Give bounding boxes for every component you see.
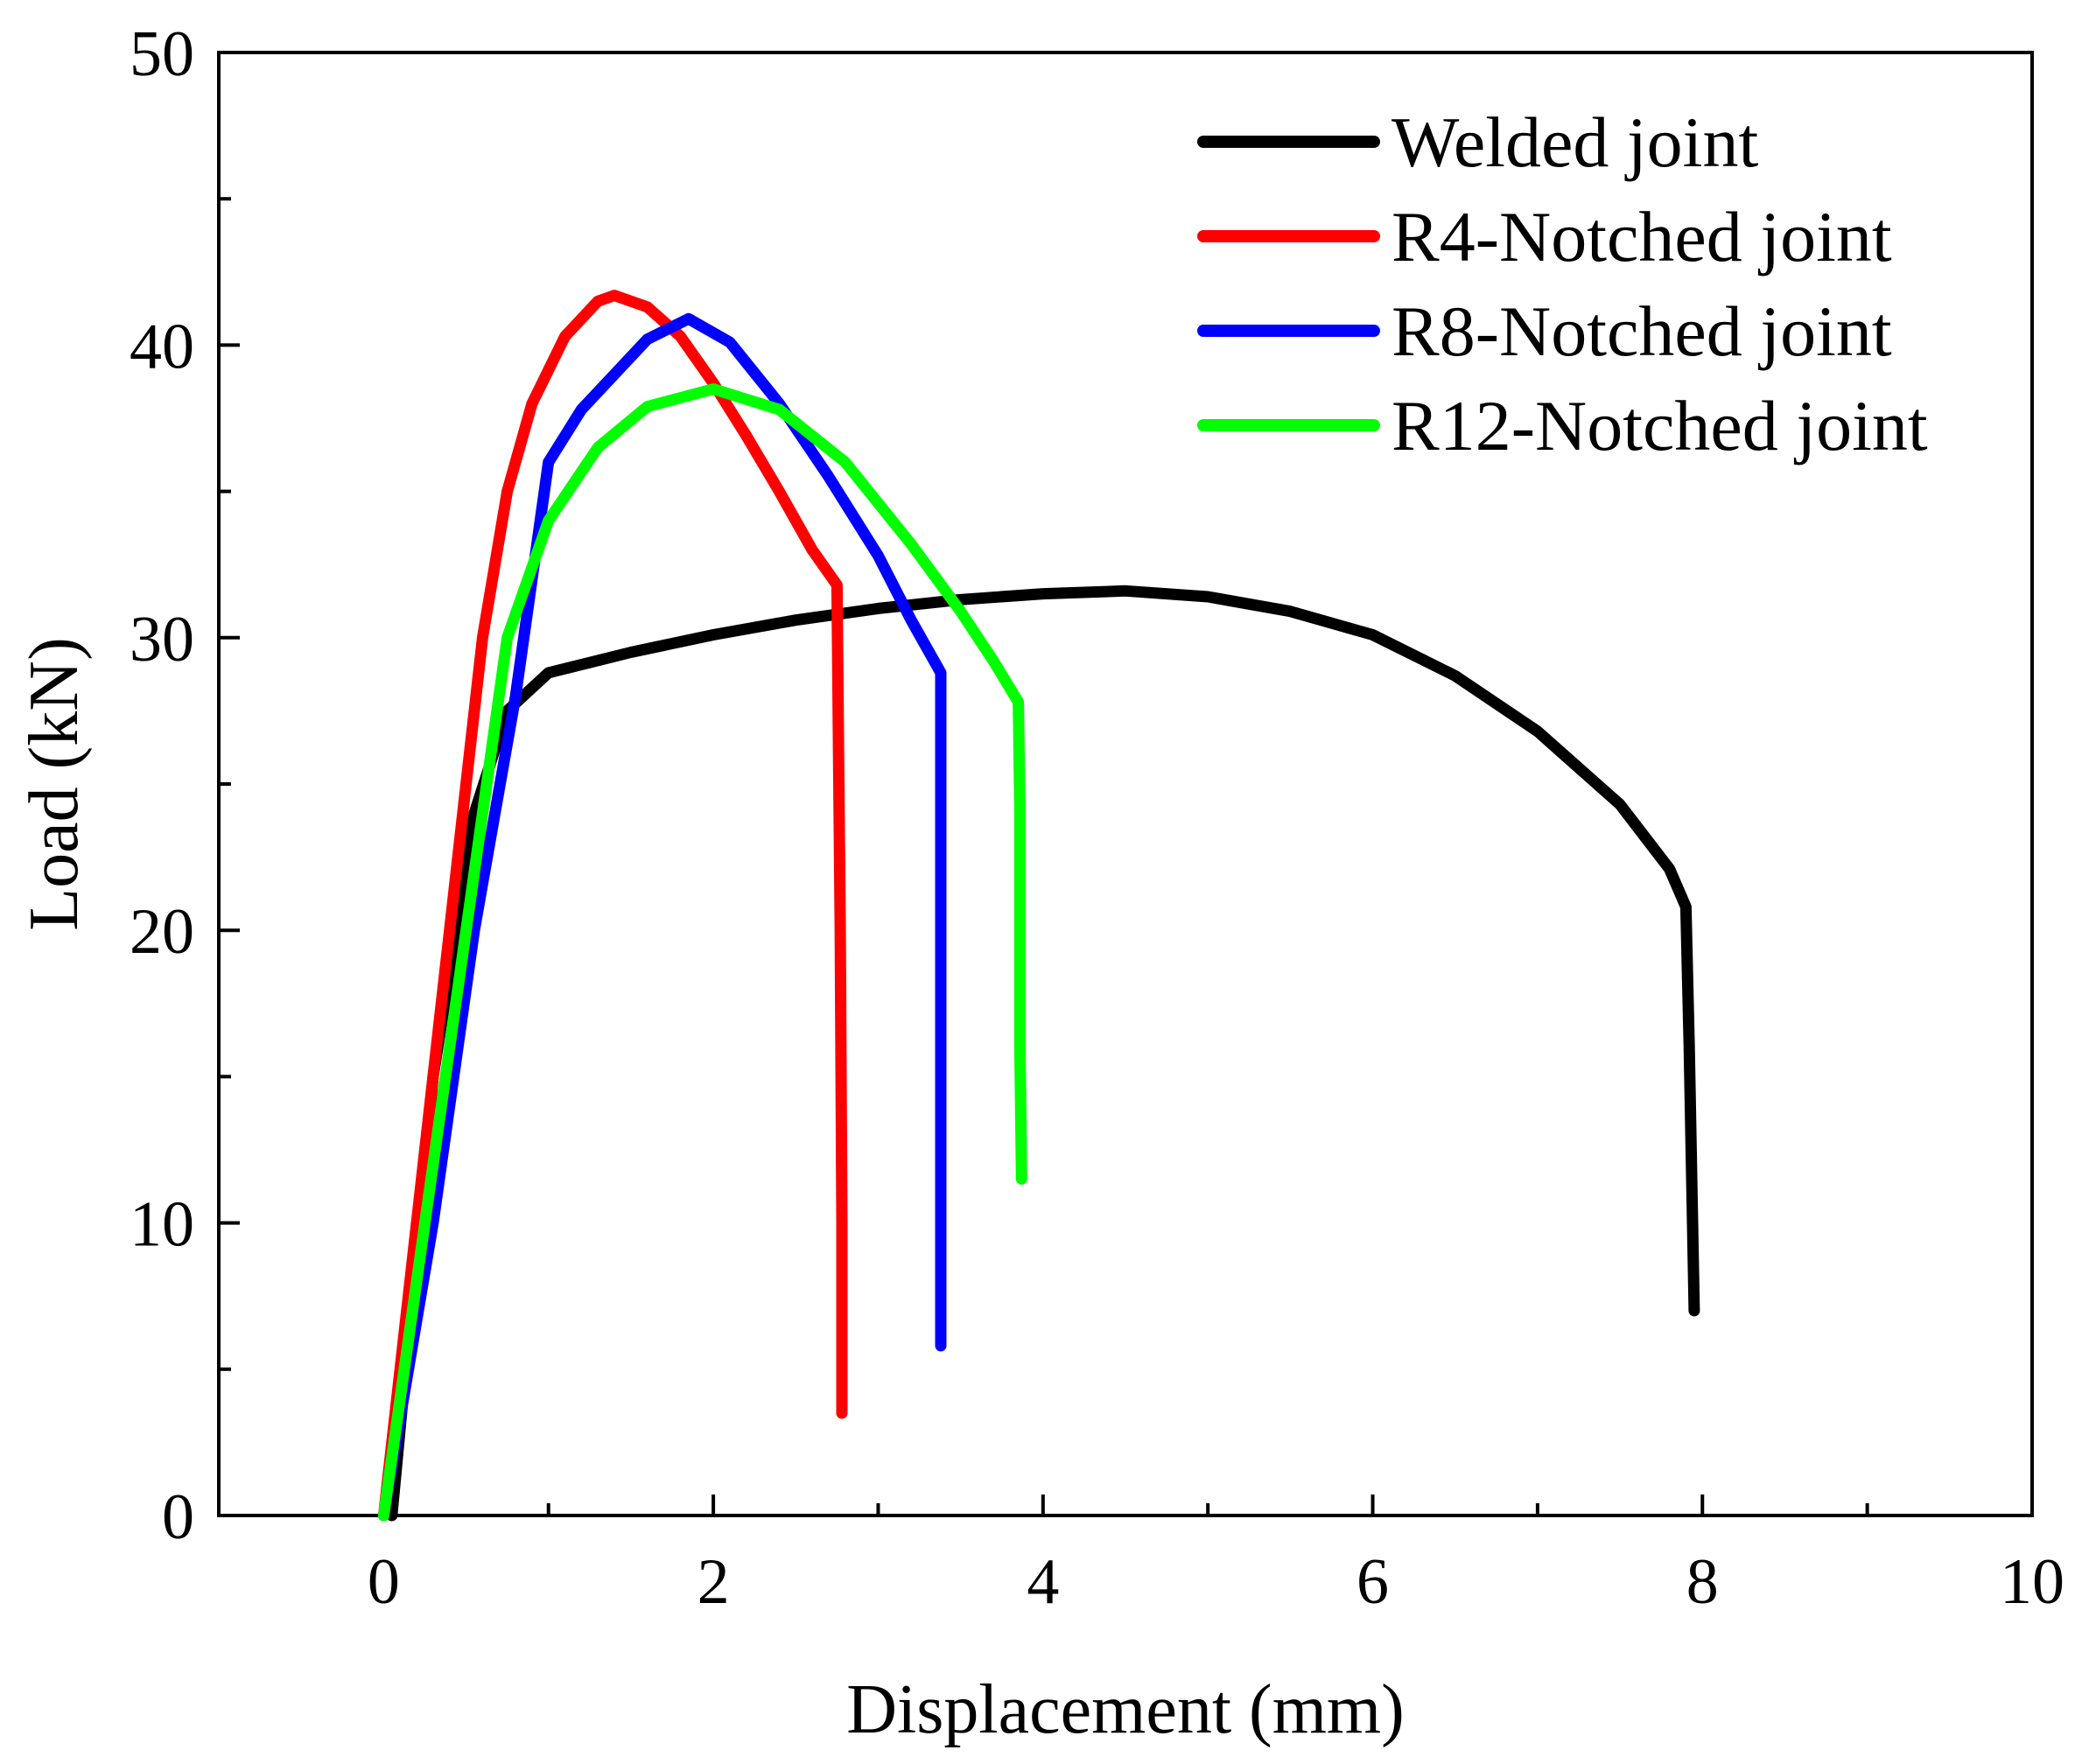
legend-label-0: Welded joint (1391, 102, 1758, 182)
y-tick-label-10: 10 (130, 1189, 194, 1261)
series-line-3 (377, 383, 1027, 1522)
y-tick-label-40: 40 (130, 311, 194, 382)
x-tick-label-8: 8 (1686, 1546, 1719, 1618)
x-tick-label-4: 4 (1027, 1546, 1059, 1618)
x-tick-label-2: 2 (698, 1546, 730, 1618)
series-line-2 (377, 312, 947, 1522)
series-line-0 (386, 584, 1700, 1522)
y-tick-label-20: 20 (130, 896, 194, 968)
y-tick-label-50: 50 (130, 18, 194, 90)
legend-label-3: R12-Notched joint (1391, 386, 1928, 466)
x-tick-label-10: 10 (2000, 1546, 2064, 1618)
series-line-1 (377, 290, 848, 1522)
legend-label-2: R8-Notched joint (1391, 291, 1892, 371)
x-tick-label-6: 6 (1356, 1546, 1389, 1618)
x-tick-label-0: 0 (368, 1546, 400, 1618)
legend-label-1: R4-Notched joint (1391, 197, 1892, 276)
x-axis-title: Displacement (mm) (846, 1671, 1405, 1748)
y-axis-title: Load (kN) (16, 637, 93, 930)
y-tick-label-30: 30 (130, 604, 194, 676)
y-tick-label-0: 0 (162, 1481, 194, 1553)
